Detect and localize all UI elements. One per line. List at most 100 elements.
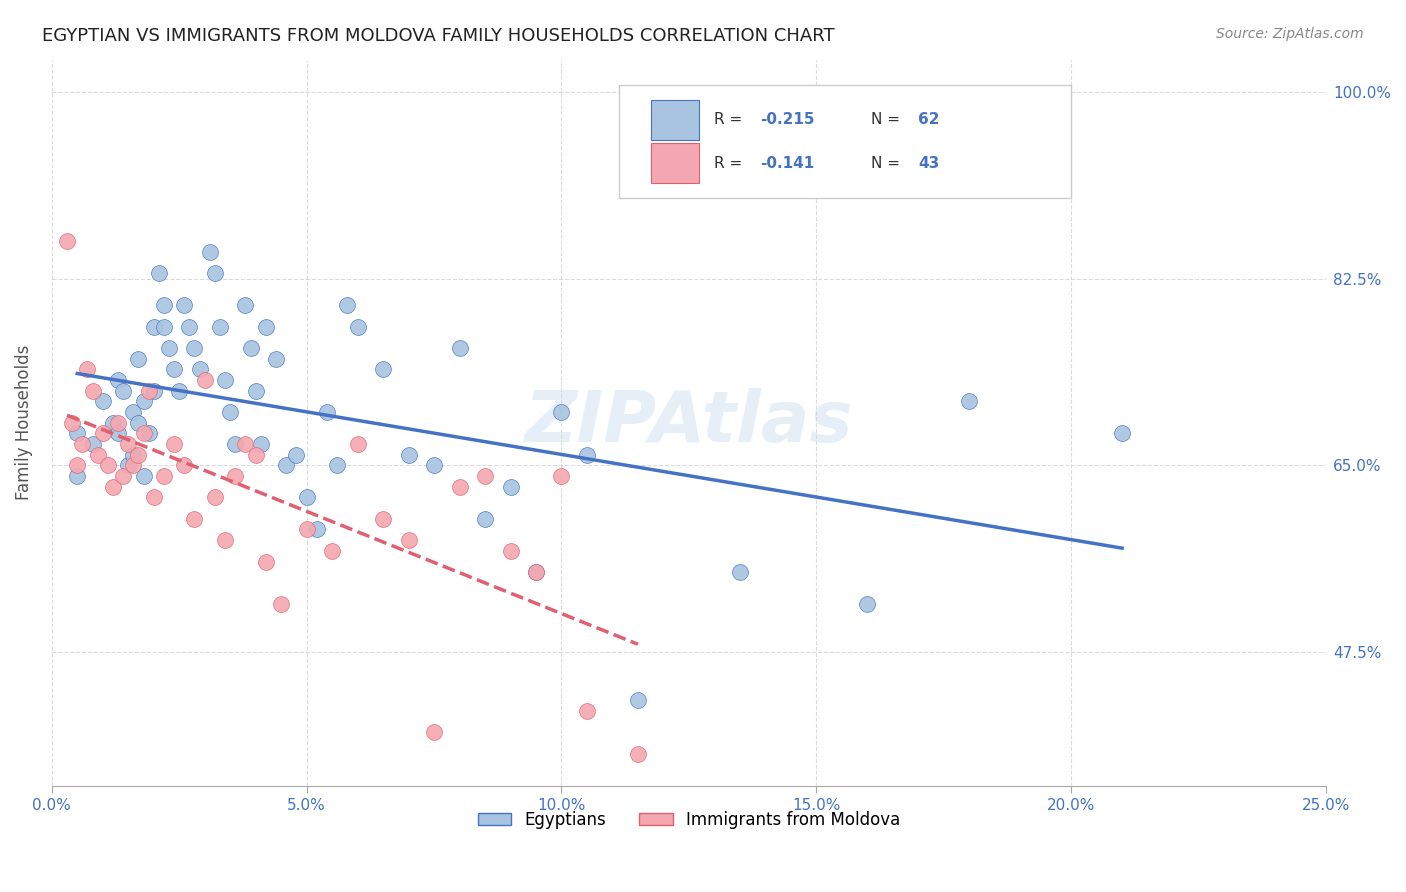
Point (112, 469, 135, 483)
Y-axis label: Family Households: Family Households (15, 345, 32, 500)
Point (295, 491, 318, 505)
Text: N =: N = (872, 112, 905, 128)
Point (627, 747, 650, 761)
Point (138, 384, 160, 398)
Point (101, 480, 124, 494)
Point (153, 298, 176, 312)
Point (148, 266, 170, 280)
Point (249, 437, 271, 451)
Point (524, 565, 547, 579)
Point (285, 448, 308, 462)
Point (82, 437, 104, 451)
Point (66, 469, 89, 483)
Point (142, 384, 165, 398)
Point (183, 512, 205, 526)
Text: N =: N = (872, 156, 905, 171)
Point (122, 405, 145, 419)
Point (957, 394, 980, 409)
Point (86, 448, 108, 462)
Point (575, 448, 598, 462)
Point (321, 544, 343, 558)
Point (524, 565, 547, 579)
FancyBboxPatch shape (651, 100, 699, 140)
Point (198, 244, 221, 259)
Point (371, 512, 394, 526)
Legend: Egyptians, Immigrants from Moldova: Egyptians, Immigrants from Moldova (471, 805, 907, 836)
Point (183, 341, 205, 355)
Point (72, 437, 94, 451)
Text: Source: ZipAtlas.com: Source: ZipAtlas.com (1216, 27, 1364, 41)
Point (117, 437, 139, 451)
Text: EGYPTIAN VS IMMIGRANTS FROM MOLDOVA FAMILY HOUSEHOLDS CORRELATION CHART: EGYPTIAN VS IMMIGRANTS FROM MOLDOVA FAMI… (42, 27, 835, 45)
Point (346, 319, 368, 334)
Text: -0.141: -0.141 (761, 156, 814, 171)
Point (117, 458, 139, 473)
Point (112, 384, 135, 398)
Point (276, 458, 298, 473)
Point (127, 416, 149, 430)
Point (167, 384, 190, 398)
Point (224, 437, 246, 451)
Point (127, 351, 149, 366)
Text: -0.215: -0.215 (761, 112, 814, 128)
Point (122, 458, 145, 473)
Text: R =: R = (714, 112, 748, 128)
Point (499, 544, 522, 558)
Point (91, 394, 114, 409)
Point (76, 362, 98, 376)
Point (627, 693, 650, 707)
Point (235, 298, 257, 312)
Point (132, 394, 155, 409)
Point (194, 373, 217, 387)
Point (107, 426, 129, 441)
Point (142, 319, 165, 334)
Point (270, 597, 292, 611)
Point (173, 458, 195, 473)
Point (91, 426, 114, 441)
Point (188, 362, 211, 376)
Point (575, 704, 598, 718)
Point (214, 373, 236, 387)
Point (101, 416, 124, 430)
Point (346, 437, 368, 451)
Point (163, 362, 186, 376)
Point (550, 405, 572, 419)
Point (336, 298, 359, 312)
Point (97, 458, 120, 473)
Point (398, 533, 420, 548)
Point (66, 458, 89, 473)
Point (1111, 426, 1133, 441)
Point (245, 448, 267, 462)
Point (254, 319, 277, 334)
Point (127, 448, 149, 462)
Point (856, 597, 879, 611)
Point (204, 266, 226, 280)
Point (66, 426, 89, 441)
FancyBboxPatch shape (651, 144, 699, 184)
Point (56, 234, 79, 248)
Point (474, 512, 496, 526)
Point (107, 373, 129, 387)
Text: 62: 62 (918, 112, 939, 128)
Point (107, 416, 129, 430)
Point (179, 319, 201, 334)
Point (245, 384, 267, 398)
Point (423, 725, 446, 739)
Point (138, 426, 160, 441)
Point (254, 555, 277, 569)
Point (305, 523, 328, 537)
Point (326, 458, 349, 473)
Point (235, 437, 257, 451)
Point (82, 384, 104, 398)
Point (474, 469, 496, 483)
Point (204, 491, 226, 505)
Point (423, 458, 446, 473)
Point (208, 319, 231, 334)
Text: R =: R = (714, 156, 748, 171)
Point (142, 491, 165, 505)
Point (239, 341, 262, 355)
Point (122, 448, 145, 462)
Point (449, 341, 471, 355)
Point (153, 319, 176, 334)
Text: 43: 43 (918, 156, 939, 171)
